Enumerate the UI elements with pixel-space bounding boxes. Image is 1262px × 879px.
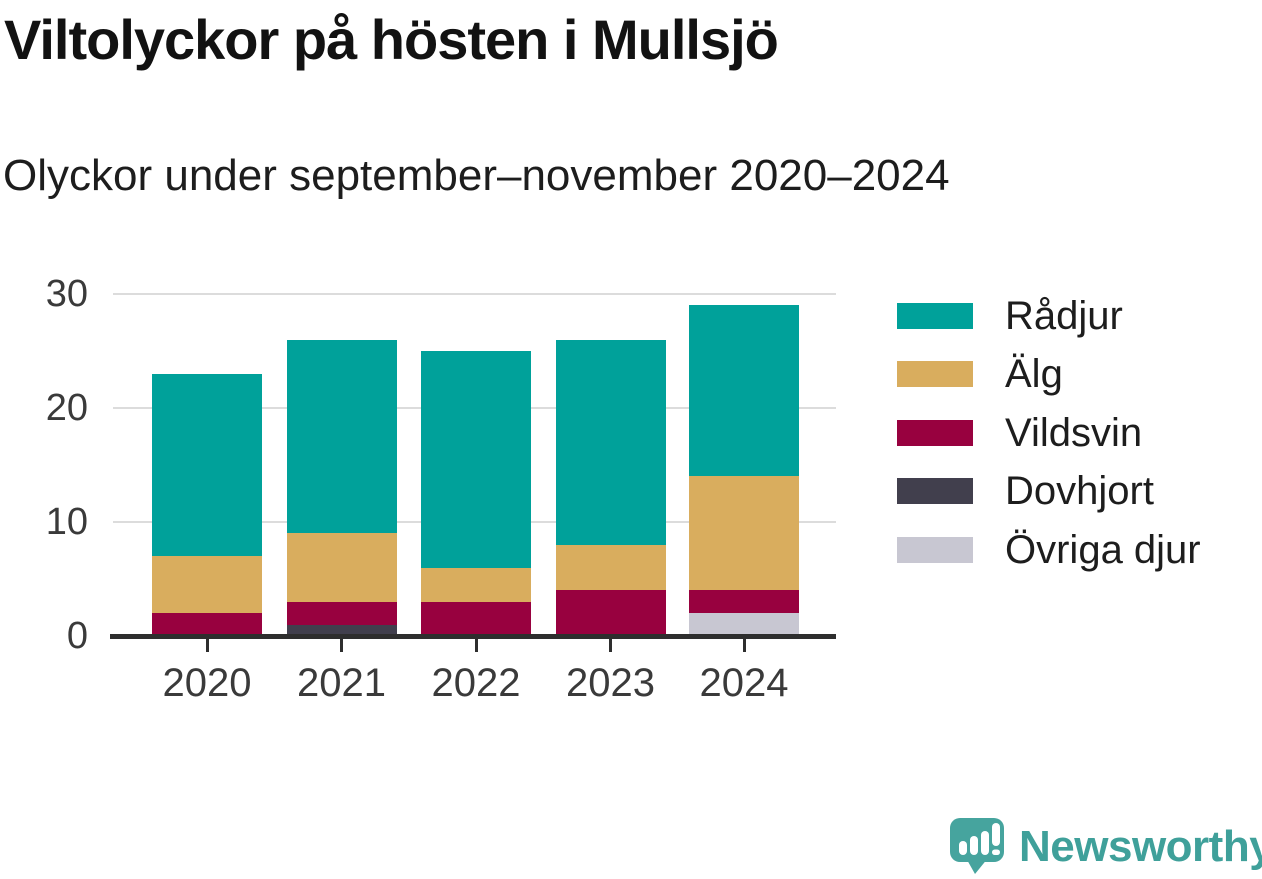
gridline [113,293,836,295]
x-axis-tick [205,638,209,652]
legend-label--vriga-djur: Övriga djur [1005,527,1201,572]
legend-swatch--lg [897,361,973,388]
y-axis-label: 0 [66,615,88,657]
x-axis-line [110,633,836,639]
legend-label-vildsvin: Vildsvin [1005,410,1143,455]
bar-segment-vildsvin [555,590,666,636]
bar-segment-r-djur [555,339,666,545]
chart-title: Viltolyckor på hösten i Mullsjö [4,8,779,71]
y-axis-label: 30 [45,273,88,315]
y-axis-label: 10 [45,501,88,543]
legend-item-r-djur: Rådjur [897,296,1123,336]
chart-subtitle: Olyckor under september–november 2020–20… [3,151,950,200]
bar-segment--vriga-djur [689,613,799,636]
bar-2020 [152,373,262,636]
x-axis-tick [742,638,746,652]
bar-segment--lg [286,533,397,602]
newsworthy-logo-icon [950,818,1004,874]
bar-2021 [286,339,397,636]
bar-2024 [689,305,799,636]
bar-2022 [421,351,531,636]
x-axis-label: 2020 [162,661,252,705]
bar-segment-r-djur [152,373,262,557]
legend-swatch-r-djur [897,303,973,329]
brand-footer: Newsworthy [950,818,1262,875]
legend-label-dovhjort: Dovhjort [1005,469,1154,514]
bar-segment-r-djur [421,351,531,568]
bar-segment-r-djur [286,339,397,534]
legend-label-r-djur: Rådjur [1005,294,1123,338]
legend-item--vriga-djur: Övriga djur [897,530,1201,570]
legend-label--lg: Älg [1005,352,1063,397]
x-axis-label: 2021 [297,661,386,705]
bar-segment-vildsvin [286,601,397,625]
x-axis-tick [340,638,343,652]
bar-segment-vildsvin [689,590,799,614]
legend-swatch-dovhjort [897,478,973,505]
bar-segment--lg [555,544,666,591]
bar-segment-vildsvin [421,601,531,636]
bar-2023 [555,339,666,636]
bar-segment-r-djur [689,305,799,477]
x-axis-label: 2024 [699,661,789,705]
y-axis-label: 20 [45,387,88,429]
x-axis-tick [609,638,612,652]
x-axis-label: 2023 [566,661,655,705]
bar-segment-vildsvin [152,613,262,636]
legend-item-vildsvin: Vildsvin [897,413,1142,453]
legend-swatch--vriga-djur [897,536,973,563]
brand-name: Newsworthy [1019,821,1262,871]
bar-segment-dovhjort [286,624,397,636]
bar-segment--lg [689,476,799,591]
x-axis-label: 2022 [431,661,521,705]
bar-segment--lg [421,567,531,602]
x-axis-tick [474,638,478,652]
legend-item--lg: Älg [897,354,1063,394]
legend-swatch-vildsvin [897,419,973,446]
legend-item-dovhjort: Dovhjort [897,471,1154,511]
bar-segment--lg [152,556,262,614]
